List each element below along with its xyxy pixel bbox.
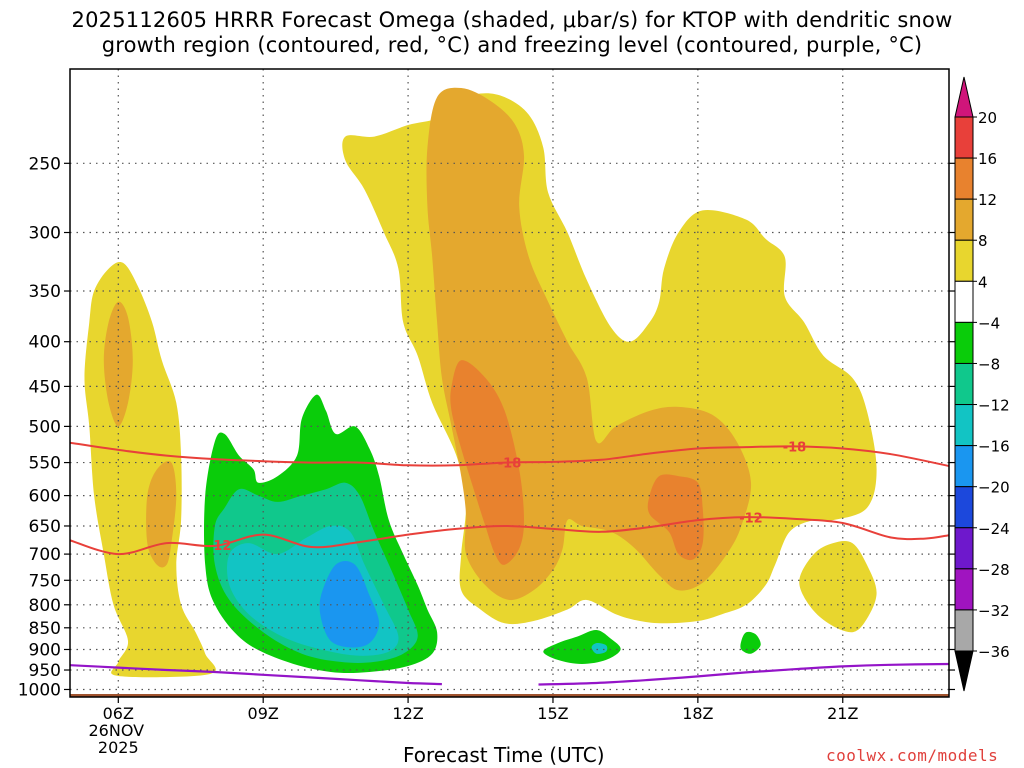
- omega-region-downward-4-8-small2: [740, 631, 761, 654]
- colorbar-label-4: 4: [978, 273, 988, 291]
- credit-text: coolwx.com/models: [826, 746, 999, 765]
- y-tick-label-450: 450: [29, 377, 61, 397]
- contour-freezing-level-right: [538, 662, 949, 686]
- omega-region-upward-4-8-left: [84, 261, 216, 678]
- y-tick-label-700: 700: [29, 545, 61, 565]
- y-tick-label-750: 750: [29, 571, 61, 591]
- colorbar-label-10: −24: [978, 520, 1010, 538]
- y-tick-label-600: 600: [29, 487, 61, 507]
- colorbar-swatch-0: [954, 116, 974, 159]
- x-tick-label-15: 15Z: [537, 704, 568, 723]
- colorbar-swatch-4: [954, 280, 974, 323]
- colorbar-label-7: −12: [978, 397, 1010, 415]
- x-tick-label-6: 06Z: [103, 704, 134, 723]
- omega-region-upward-4-8-right: [799, 541, 877, 633]
- colorbar-bottom-arrow: [954, 650, 974, 692]
- colorbar-top-arrow: [954, 76, 974, 118]
- colorbar-swatch-9: [954, 486, 974, 529]
- omega-region-upward-8-12-mid: [146, 461, 177, 568]
- colorbar-swatch-2: [954, 198, 974, 241]
- contour-dendritic-minus18: [70, 441, 949, 467]
- ground-surface: [70, 694, 949, 697]
- y-tick-label-400: 400: [29, 333, 61, 353]
- contour-dendritic-minus12: [70, 516, 949, 556]
- colorbar-swatch-12: [954, 609, 974, 652]
- omega-region-downward-16-20: [319, 560, 380, 648]
- contour-label-dendritic-minus18-label-right: -18: [783, 440, 807, 455]
- colorbar-swatch-5: [954, 321, 974, 364]
- x-axis-label: Forecast Time (UTC): [403, 743, 605, 767]
- y-tick-label-1000: 1000: [18, 680, 61, 700]
- colorbar-label-9: −20: [978, 479, 1010, 497]
- contour-label-dendritic-minus18: -18: [498, 457, 522, 472]
- omega-region-downward-4-8-small1: [543, 629, 621, 664]
- omega-region-upward-8-12-left: [103, 301, 133, 427]
- y-tick-label-850: 850: [29, 619, 61, 639]
- colorbar-label-2: 12: [978, 191, 997, 209]
- colorbar-swatch-10: [954, 527, 974, 570]
- colorbar-label-1: 16: [978, 150, 997, 168]
- y-tick-label-900: 900: [29, 640, 61, 660]
- y-tick-label-250: 250: [29, 154, 61, 174]
- colorbar-label-0: 20: [978, 109, 997, 127]
- colorbar-swatch-3: [954, 239, 974, 282]
- x-year-label: 2025: [98, 738, 139, 757]
- colorbar-swatch-8: [954, 445, 974, 488]
- chart-title-line2: growth region (contoured, red, °C) and f…: [101, 33, 923, 57]
- colorbar-swatch-7: [954, 404, 974, 447]
- colorbar-swatch-1: [954, 157, 974, 200]
- colorbar-label-11: −28: [978, 561, 1010, 579]
- colorbar-label-13: −36: [978, 643, 1010, 661]
- y-tick-label-950: 950: [29, 661, 61, 681]
- y-tick-label-300: 300: [29, 224, 61, 244]
- contour-label-dendritic-minus12-label-right: -12: [739, 511, 763, 526]
- colorbar-swatch-6: [954, 362, 974, 406]
- omega-region-downward-12-16-dot: [591, 643, 608, 654]
- x-tick-label-12: 12Z: [392, 704, 423, 723]
- y-tick-label-650: 650: [29, 517, 61, 537]
- y-tick-label-550: 550: [29, 454, 61, 474]
- colorbar-label-6: −8: [978, 355, 1000, 373]
- y-tick-label-350: 350: [29, 282, 61, 302]
- plot-frame: [69, 68, 950, 698]
- colorbar-label-3: 8: [978, 232, 988, 250]
- x-date-label: 26NOV: [88, 721, 144, 740]
- x-tick-label-18: 18Z: [682, 704, 713, 723]
- y-tick-label-500: 500: [29, 417, 61, 437]
- chart-title-line1: 2025112605 HRRR Forecast Omega (shaded, …: [71, 8, 953, 32]
- contour-label-dendritic-minus12: -12: [208, 539, 232, 554]
- colorbar-label-5: −4: [978, 314, 1000, 332]
- colorbar-swatch-11: [954, 568, 974, 611]
- colorbar-label-12: −32: [978, 602, 1010, 620]
- omega-region-upward-4-8: [342, 93, 877, 625]
- contour-freezing-level-left: [70, 664, 442, 686]
- y-tick-label-800: 800: [29, 596, 61, 616]
- x-tick-label-9: 09Z: [248, 704, 279, 723]
- colorbar-label-8: −16: [978, 438, 1010, 456]
- x-tick-label-21: 21Z: [827, 704, 858, 723]
